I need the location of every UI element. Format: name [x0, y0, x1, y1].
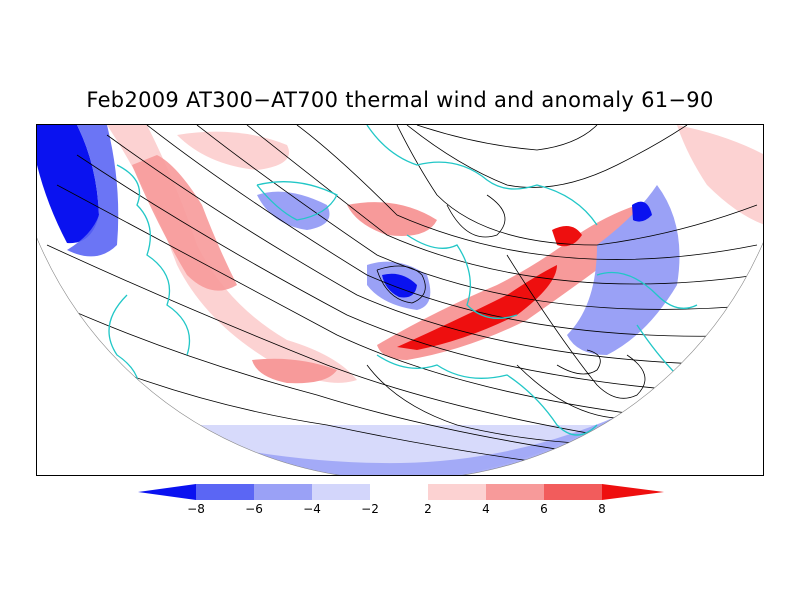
anomaly-pos-siberia-core	[552, 226, 582, 247]
anomaly-pos-eurasia-core	[397, 265, 557, 350]
anomaly-pos-eurasia	[377, 205, 640, 360]
anomaly-neg-strong-west	[37, 125, 99, 244]
colorbar-tick-label: 2	[424, 502, 432, 516]
colorbar-tick-label: −4	[303, 502, 321, 516]
colorbar-tick-label: 8	[598, 502, 606, 516]
colorbar-tick-label: 6	[540, 502, 548, 516]
map-svg	[37, 125, 763, 475]
colorbar-tick-label: −2	[361, 502, 379, 516]
anomaly-neg-east-core	[632, 201, 652, 222]
colorbar-segment	[486, 484, 544, 500]
colorbar-tick-label: −8	[187, 502, 205, 516]
colorbar	[138, 484, 664, 500]
colorbar-segment	[370, 484, 428, 500]
anomaly-neg-west	[67, 125, 119, 257]
colorbar-segment	[196, 484, 254, 500]
colorbar-segment	[428, 484, 486, 500]
anomaly-neg-greenland	[257, 191, 330, 230]
anomaly-pos-subtropical	[252, 358, 337, 384]
colorbar-segment-right-arrow	[602, 484, 664, 500]
colorbar-segment	[544, 484, 602, 500]
colorbar-tick-label: −6	[245, 502, 263, 516]
map-panel	[36, 124, 764, 476]
map-title: Feb2009 AT300−AT700 thermal wind and ano…	[86, 88, 714, 112]
colorbar-tick-label: 4	[482, 502, 490, 516]
anomaly-neg-east	[567, 185, 680, 355]
anomaly-pos-arctic	[347, 202, 437, 236]
anomaly-pos-north	[177, 131, 289, 170]
colorbar-segment-left-arrow	[138, 484, 196, 500]
colorbar-segment	[254, 484, 312, 500]
colorbar-segment	[312, 484, 370, 500]
anomaly-pos-northeast	[677, 125, 763, 225]
